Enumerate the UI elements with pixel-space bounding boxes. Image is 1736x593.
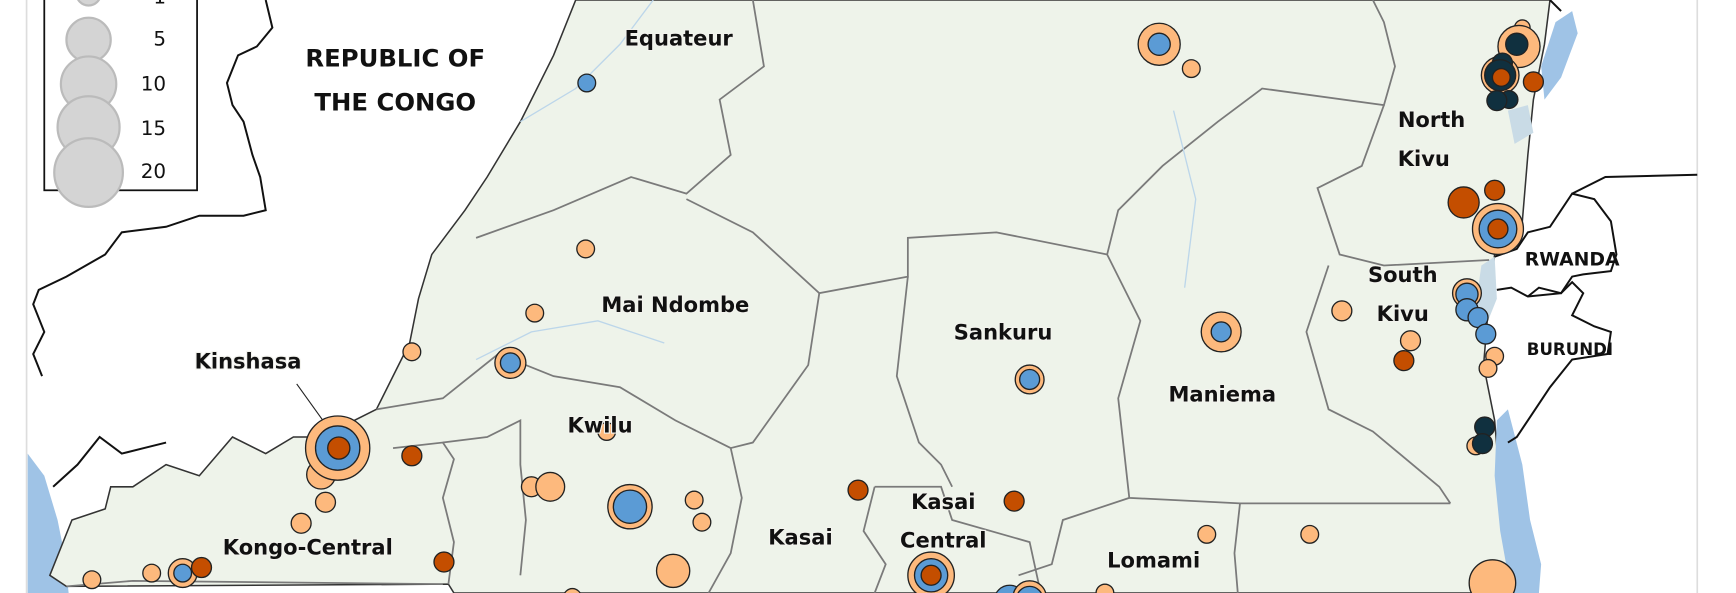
- river: [475, 320, 665, 361]
- label-kongo-central: Kongo-Central: [223, 534, 393, 559]
- legend-circle-5: [65, 16, 112, 64]
- marker-dark-orange[interactable]: [190, 556, 213, 579]
- label-kwilu: Kwilu: [568, 413, 633, 438]
- label-sankuru: Sankuru: [954, 320, 1053, 345]
- marker-blue[interactable]: [577, 73, 597, 93]
- marker-dark-orange[interactable]: [847, 479, 869, 501]
- marker-light-orange[interactable]: [525, 303, 545, 323]
- legend-label-5: 5: [153, 27, 166, 50]
- marker-blue[interactable]: [1210, 321, 1232, 343]
- border-rwanda: [1494, 192, 1618, 298]
- legend-label-1: 1: [153, 0, 166, 8]
- marker-light-orange[interactable]: [82, 570, 102, 590]
- labels: REPUBLIC OF THE CONGO RWANDA BURUNDI Equ…: [193, 24, 1620, 573]
- marker-light-orange[interactable]: [1197, 524, 1217, 544]
- marker-blue[interactable]: [499, 352, 522, 374]
- label-maniema: Maniema: [1168, 382, 1276, 407]
- marker-dark-orange[interactable]: [401, 445, 423, 467]
- legend-label-20: 20: [141, 160, 166, 183]
- marker-light-orange[interactable]: [1095, 583, 1115, 593]
- marker-blue[interactable]: [1019, 368, 1041, 391]
- lake-edward: [1507, 105, 1534, 144]
- legend-label-10: 10: [141, 73, 166, 96]
- marker-light-orange[interactable]: [597, 421, 617, 441]
- markers: [82, 19, 1545, 593]
- border-republic-of-congo: [32, 0, 274, 377]
- marker-dark-orange[interactable]: [1393, 350, 1415, 372]
- label-lomami: Lomami: [1107, 548, 1200, 573]
- label-republic-of-congo: THE CONGO: [314, 88, 476, 117]
- marker-dark-orange[interactable]: [1491, 67, 1511, 87]
- label-kasai-central: Kasai: [911, 489, 975, 514]
- marker-light-orange[interactable]: [1300, 524, 1320, 544]
- marker-dark-orange[interactable]: [433, 551, 455, 573]
- marker-blue[interactable]: [612, 489, 648, 524]
- marker-navy[interactable]: [1471, 433, 1494, 455]
- marker-light-orange[interactable]: [576, 239, 596, 259]
- legend-circle-20: [53, 137, 125, 208]
- marker-navy[interactable]: [1505, 32, 1529, 56]
- label-rwanda: RWANDA: [1525, 250, 1620, 271]
- marker-light-orange[interactable]: [402, 342, 422, 362]
- border-south-sudan: [1549, 0, 1562, 12]
- label-republic-of-congo: REPUBLIC OF: [305, 43, 485, 72]
- marker-blue[interactable]: [1475, 323, 1497, 345]
- marker-light-orange[interactable]: [692, 512, 712, 532]
- lake-albert: [1541, 11, 1578, 100]
- marker-dark-orange[interactable]: [1484, 179, 1506, 201]
- marker-blue[interactable]: [173, 563, 193, 583]
- marker-light-orange[interactable]: [1331, 300, 1353, 322]
- marker-navy[interactable]: [1486, 90, 1508, 112]
- label-equateur: Equateur: [625, 25, 734, 50]
- label-north-kivu: Kivu: [1398, 146, 1450, 171]
- marker-light-orange[interactable]: [655, 553, 691, 589]
- marker-light-orange[interactable]: [684, 490, 704, 510]
- marker-light-orange[interactable]: [1399, 330, 1422, 352]
- marker-dark-orange[interactable]: [1003, 490, 1025, 512]
- marker-dark-orange[interactable]: [1522, 71, 1545, 93]
- label-kasai-central: Central: [900, 528, 986, 553]
- marker-light-orange[interactable]: [142, 563, 162, 583]
- border-uganda-tanzania: [1571, 173, 1698, 195]
- legend-circle-1: [77, 0, 101, 7]
- marker-light-orange[interactable]: [535, 471, 566, 502]
- label-south-kivu: Kivu: [1377, 301, 1429, 326]
- marker-dark-orange[interactable]: [1487, 218, 1509, 240]
- marker-light-orange[interactable]: [290, 512, 312, 534]
- label-kinshasa: Kinshasa: [195, 348, 302, 373]
- river: [1172, 110, 1197, 288]
- label-north-kivu: North: [1398, 107, 1465, 132]
- lake-tanganyika: [1494, 409, 1542, 593]
- border-cabinda: [52, 435, 167, 488]
- marker-blue[interactable]: [1016, 585, 1043, 593]
- legend: 1 5 10 15 20: [43, 0, 198, 208]
- marker-light-orange[interactable]: [1181, 59, 1201, 79]
- marker-dark-orange[interactable]: [920, 564, 942, 586]
- marker-light-orange[interactable]: [314, 491, 337, 513]
- marker-blue[interactable]: [1147, 32, 1171, 56]
- marker-light-orange[interactable]: [1468, 559, 1517, 593]
- label-burundi: BURUNDI: [1527, 340, 1613, 359]
- label-south-kivu: South: [1368, 262, 1438, 287]
- marker-dark-orange[interactable]: [327, 436, 351, 460]
- river: [520, 0, 654, 123]
- marker-light-orange[interactable]: [1478, 358, 1498, 378]
- marker-dark-orange[interactable]: [1447, 186, 1480, 219]
- legend-label-15: 15: [141, 117, 166, 140]
- label-kasai: Kasai: [768, 524, 832, 549]
- marker-light-orange[interactable]: [563, 587, 582, 593]
- border-burundi: [1507, 280, 1613, 444]
- label-mai-ndombe: Mai Ndombe: [601, 292, 749, 317]
